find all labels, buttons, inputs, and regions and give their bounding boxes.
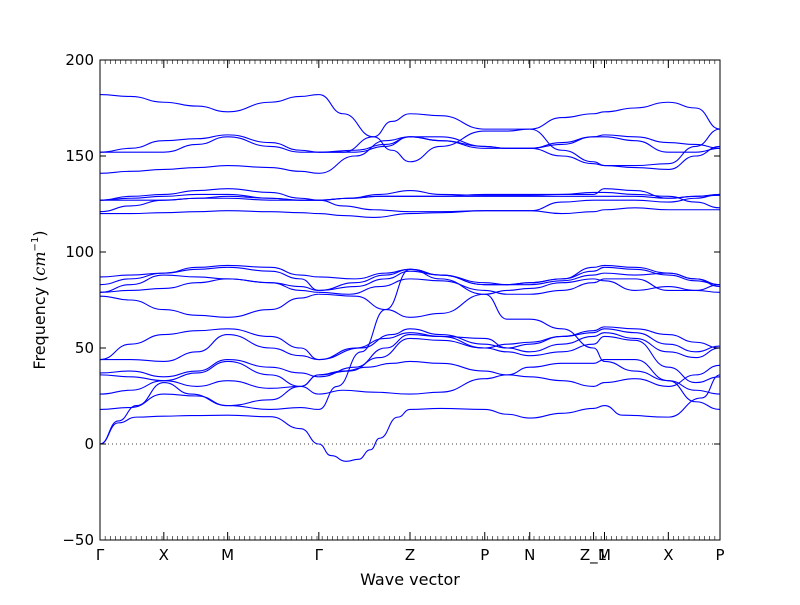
ticks-layer (99, 59, 721, 541)
y-axis-title-prefix: Frequency ( (30, 276, 49, 370)
y-axis-title: Frequency (cm−1) (30, 230, 49, 369)
plot-frame (99, 59, 721, 541)
q-point-label: P (715, 546, 724, 564)
phonon-band-35 (99, 188, 319, 201)
q-point-label: P (480, 546, 489, 564)
q-point-label: M (221, 546, 234, 564)
phonon-band-26 (318, 264, 721, 286)
q-point-label: Z (405, 546, 415, 564)
phonon-band-13 (100, 334, 319, 362)
phonon-band-23 (99, 266, 319, 291)
phonon-band-12 (318, 332, 721, 378)
phonon-band-15 (99, 328, 319, 361)
phonon-band-10 (318, 335, 721, 384)
q-point-label: Γ (315, 546, 324, 564)
y-tick-label: 150 (65, 147, 94, 165)
phonon-band-2 (318, 374, 721, 462)
phonon-band-20 (318, 278, 721, 295)
q-point-label: Z_1 (580, 546, 607, 565)
bands-layer (99, 94, 721, 462)
q-point-label: X (663, 546, 673, 564)
phonon-band-1 (99, 414, 319, 445)
y-axis-title-suffix: ) (30, 230, 49, 236)
phonon-band-45 (318, 101, 721, 153)
y-tick-label: 50 (75, 339, 94, 357)
phonon-band-9 (99, 374, 319, 389)
phonon-band-8 (318, 358, 721, 395)
phonon-band-44 (318, 94, 721, 167)
phonon-band-21 (99, 274, 319, 293)
phonon-band-34 (318, 188, 721, 201)
y-tick-label: −50 (62, 531, 94, 549)
phonon-band-18 (318, 278, 721, 318)
phonon-band-27 (100, 210, 319, 215)
phonon-band-3 (99, 382, 319, 445)
phonon-band-25 (99, 264, 319, 278)
phonon-band-42 (318, 134, 721, 153)
phonon-band-14 (318, 328, 721, 361)
phonon-band-16 (318, 326, 721, 361)
phonon-band-41 (99, 134, 319, 153)
q-point-label: M (598, 546, 611, 564)
phonon-band-30 (318, 193, 721, 213)
phonon-band-6 (318, 360, 721, 387)
y-axis-title-exponent: −1 (30, 237, 41, 252)
q-point-label: N (524, 546, 535, 564)
phonon-band-11 (99, 358, 319, 378)
phonon-band-19 (99, 278, 319, 293)
phonon-band-37 (99, 165, 319, 174)
y-tick-label: 0 (84, 435, 94, 453)
q-point-label: X (159, 546, 169, 564)
y-axis-title-unit: cm (30, 251, 49, 275)
phonon-band-43 (99, 94, 319, 113)
phonon-band-4 (318, 268, 721, 410)
x-axis-title: Wave vector (360, 570, 460, 589)
y-tick-label: 200 (65, 51, 94, 69)
q-point-label: Γ (96, 546, 105, 564)
y-tick-label: 100 (65, 243, 94, 261)
phonon-band-17 (99, 293, 319, 318)
phonon-band-33 (99, 193, 319, 201)
phonon-band-36 (318, 191, 721, 209)
phonon-band-39 (100, 136, 319, 153)
